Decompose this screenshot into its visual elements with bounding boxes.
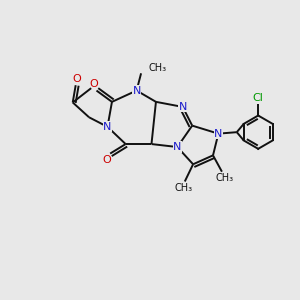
Text: O: O [102, 155, 111, 165]
Text: O: O [89, 79, 98, 89]
Text: N: N [132, 85, 141, 96]
Text: N: N [214, 129, 223, 139]
Text: CH₃: CH₃ [174, 183, 192, 193]
Text: N: N [103, 122, 112, 132]
Text: N: N [173, 142, 182, 152]
Text: Cl: Cl [253, 93, 264, 103]
Text: CH₃: CH₃ [148, 63, 166, 73]
Text: O: O [73, 74, 82, 84]
Text: CH₃: CH₃ [216, 173, 234, 183]
Text: N: N [178, 102, 187, 112]
